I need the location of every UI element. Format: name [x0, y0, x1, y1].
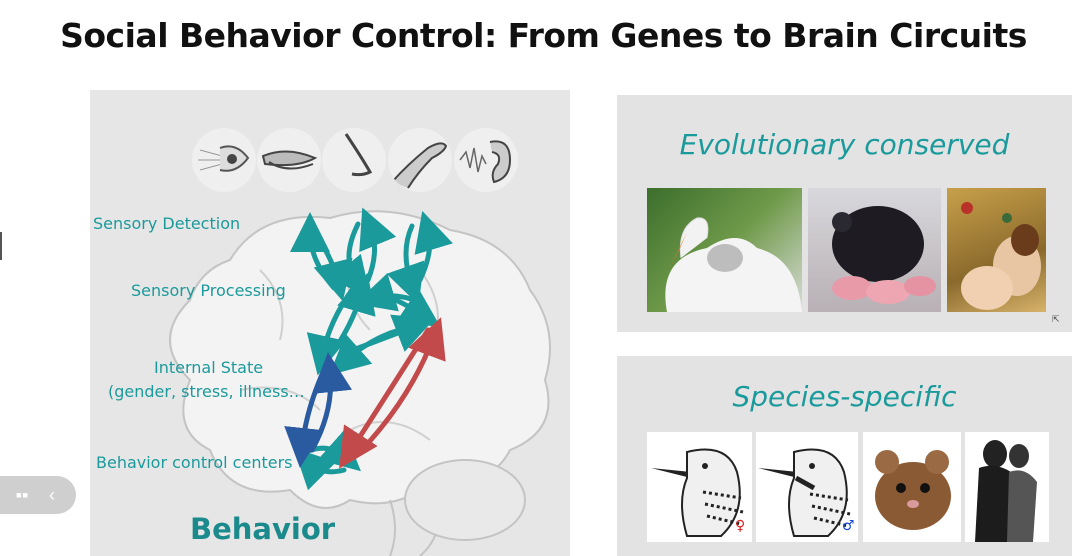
svg-text:♂: ♂ [842, 518, 855, 534]
flicker-male-image: ♂ [756, 432, 858, 542]
flicker-female-image: ♀ [647, 432, 752, 542]
mouse-pups-photo [808, 188, 941, 312]
evolutionary-title: Evolutionary conserved [679, 128, 1010, 161]
dancing-couple-image [965, 432, 1049, 542]
ear-icon [454, 128, 518, 192]
mouth-icon [257, 128, 321, 192]
chat-icon[interactable]: ▪▪ [15, 485, 29, 505]
species-title: Species-specific [732, 380, 957, 413]
floating-toolbar[interactable]: ▪▪ ‹ [0, 476, 76, 514]
nose-icon [322, 128, 386, 192]
mouse-image [863, 432, 961, 542]
label-sensory-detection: Sensory Detection [93, 214, 241, 233]
label-internal-state-detail: (gender, stress, illness… [108, 382, 305, 401]
circuit-arrows [284, 207, 453, 491]
svg-text:♀: ♀ [735, 518, 745, 534]
label-behavior-control: Behavior control centers [96, 453, 293, 472]
label-internal-state: Internal State [154, 358, 264, 377]
behavior-heading: Behavior [190, 512, 336, 546]
eye-icon [192, 128, 256, 192]
hand-icon [388, 128, 452, 192]
swan-photo [647, 188, 802, 312]
klimt-painting-photo [947, 188, 1046, 312]
window-edge-marker [0, 232, 2, 260]
chevron-left-icon[interactable]: ‹ [49, 485, 55, 505]
label-sensory-processing: Sensory Processing [131, 281, 286, 300]
cursor-icon: ⇱ [1052, 314, 1060, 324]
slide-title: Social Behavior Control: From Genes to B… [60, 16, 1027, 55]
